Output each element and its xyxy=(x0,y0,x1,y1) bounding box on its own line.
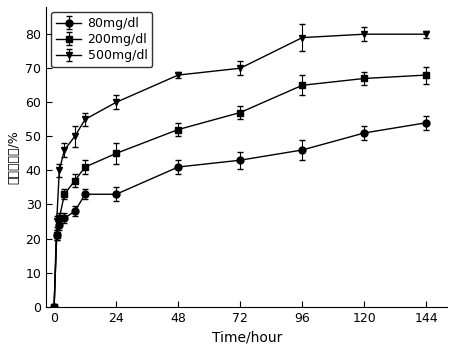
X-axis label: Time/hour: Time/hour xyxy=(212,330,282,344)
Legend: 80mg/dl, 200mg/dl, 500mg/dl: 80mg/dl, 200mg/dl, 500mg/dl xyxy=(51,12,153,67)
Y-axis label: 累积释放率/%: 累积释放率/% xyxy=(7,130,20,184)
